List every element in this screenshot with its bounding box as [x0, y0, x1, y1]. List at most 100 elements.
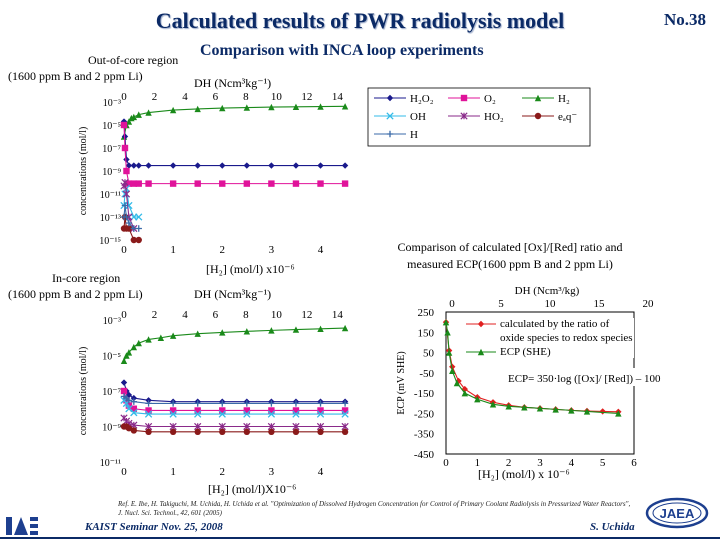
panel1-point-0-14 [341, 103, 349, 110]
panel2-point-2-7 [219, 407, 226, 414]
panel1-point-2-11 [268, 180, 275, 187]
panel2-point-0-7 [169, 332, 177, 339]
panel3-formula: ECP= 350·log ([Ox]/ [Red]) – 100 [508, 373, 661, 385]
panel3-x-tick-6: 6 [631, 457, 637, 469]
panel1-point-2-4 [130, 180, 138, 187]
panel3-point-1-3 [449, 367, 456, 375]
panel2-point-0-12 [292, 326, 300, 333]
panel1-x2-tick-7: 14 [332, 91, 344, 103]
panel1-y-tick-1: 10⁻⁵ [102, 121, 121, 132]
panel2-point-3-4 [144, 410, 153, 418]
panel2-point-4-11 [316, 422, 325, 431]
panel1-y-tick-4: 10⁻¹¹ [100, 190, 121, 201]
legend-marker-6 [386, 130, 394, 138]
panel2-point-5-5 [169, 428, 177, 436]
panel1-point-1-9 [219, 162, 226, 169]
panel2-point-4-12 [341, 422, 349, 431]
panel1-point-1-8 [194, 162, 201, 169]
panel1-series-line-2 [123, 124, 346, 185]
panel2-point-5-9 [268, 428, 275, 436]
panel3-x2-tick-0: 0 [449, 298, 455, 310]
panel1-x-tick-0: 0 [121, 244, 127, 256]
panel1-point-0-10 [243, 104, 251, 111]
panel3-point-1-5 [461, 389, 468, 397]
panel2-point-1-0 [120, 379, 128, 386]
panel3-formula-box [504, 368, 714, 386]
panel3-y-tick-2: 50 [423, 348, 435, 360]
panel1-point-1-13 [317, 162, 324, 169]
panel1-x2-tick-0: 0 [121, 91, 127, 103]
slide-number: No.38 [663, 10, 706, 29]
panel3-point-1-1 [444, 329, 451, 336]
panel2-point-2-6 [194, 407, 201, 414]
panel2-point-6-7 [219, 400, 226, 407]
panel2-point-0-9 [219, 329, 226, 336]
legend-marker-0 [386, 94, 394, 102]
panel3-legend-label-1: ECP (SHE) [500, 346, 551, 358]
footer-divider [0, 537, 720, 539]
legend-marker-2 [534, 94, 542, 102]
panel3-y-axis-label: ECP (mV SHE) [396, 351, 407, 414]
panel1-point-0-9 [219, 104, 226, 112]
panel2-point-6-12 [341, 400, 349, 407]
panel1-y-tick-3: 10⁻⁹ [102, 167, 121, 178]
panel2-y-tick-2: 10⁻⁷ [102, 387, 121, 398]
panel2-x-tick-1: 1 [170, 466, 176, 478]
panel2-point-0-10 [243, 328, 251, 335]
panel1-point-4-1 [121, 178, 129, 187]
panel1-point-1-7 [169, 162, 177, 169]
panel2-point-5-7 [219, 428, 226, 436]
panel1-y-tick-6: 10⁻¹⁵ [99, 236, 121, 247]
panel2-point-0-11 [268, 327, 275, 334]
panel1-point-2-5 [135, 180, 142, 187]
panel1-point-3-5 [135, 213, 143, 221]
panel2-point-2-3 [130, 405, 138, 412]
panel1-point-5-3 [125, 225, 133, 232]
panel2-point-2-4 [145, 407, 152, 414]
panel2-point-2-11 [317, 407, 324, 414]
panel3-legend-marker-0 [477, 320, 485, 328]
panel2-y-tick-3: 10⁻⁹ [102, 423, 121, 434]
panel1-point-2-2 [123, 167, 130, 175]
panel3-x2-tick-3: 15 [594, 298, 606, 310]
panel1-point-1-5 [135, 162, 142, 169]
panel2-x2-tick-4: 8 [243, 309, 249, 321]
panel2-point-0-8 [194, 330, 201, 337]
panel2-point-5-12 [341, 428, 349, 436]
panel2-series-line-5 [124, 425, 346, 433]
panel2-series-line-0 [123, 327, 346, 362]
panel1-point-2-8 [194, 180, 201, 187]
legend-marker-4 [460, 112, 468, 120]
panel1-point-1-6 [145, 162, 152, 169]
panel2-y-axis-label: concentrations (mol/l) [78, 347, 89, 436]
panel3-x2-tick-4: 20 [643, 298, 655, 310]
panel2-x-tick-0: 0 [121, 466, 127, 478]
panel3-x-axis-label: [H₂] (mol/l) x 10⁻⁶ [478, 467, 570, 481]
panel2-point-2-0 [120, 387, 128, 395]
panel2-point-6-3 [130, 398, 138, 405]
panel2-point-5-3 [130, 427, 138, 434]
panel1-point-6-2 [123, 213, 130, 221]
panel1-point-1-3 [125, 162, 133, 169]
jaea-logo-icon: JAEA [645, 497, 709, 529]
panel3-y-tick-3: -50 [419, 368, 434, 380]
panel2-point-3-6 [194, 410, 202, 418]
panel2-point-4-5 [169, 422, 177, 431]
panel1-x2-tick-2: 4 [182, 91, 188, 103]
panel1-y-tick-5: 10⁻¹³ [100, 213, 121, 224]
panel2-point-6-8 [243, 400, 251, 407]
panel1-point-0-7 [169, 106, 177, 114]
panel1-point-2-14 [341, 180, 349, 187]
panel2-point-2-5 [169, 407, 177, 414]
panel2-point-0-4 [135, 339, 142, 347]
reference-line-2: J. Nucl. Sci. Technol., 42, 601 (2005) [118, 509, 222, 517]
panel2-point-6-4 [145, 400, 152, 407]
panel2-region-title: In-core region [52, 271, 120, 285]
panel3-y-tick-4: -150 [414, 388, 435, 400]
panel2-point-0-2 [125, 349, 133, 356]
panel3-x-tick-3: 3 [537, 457, 543, 469]
panel2-point-6-5 [169, 400, 177, 407]
panel2-point-5-11 [317, 428, 324, 436]
panel3-point-1-12 [568, 407, 575, 414]
panel1-series-line-1 [123, 121, 346, 167]
